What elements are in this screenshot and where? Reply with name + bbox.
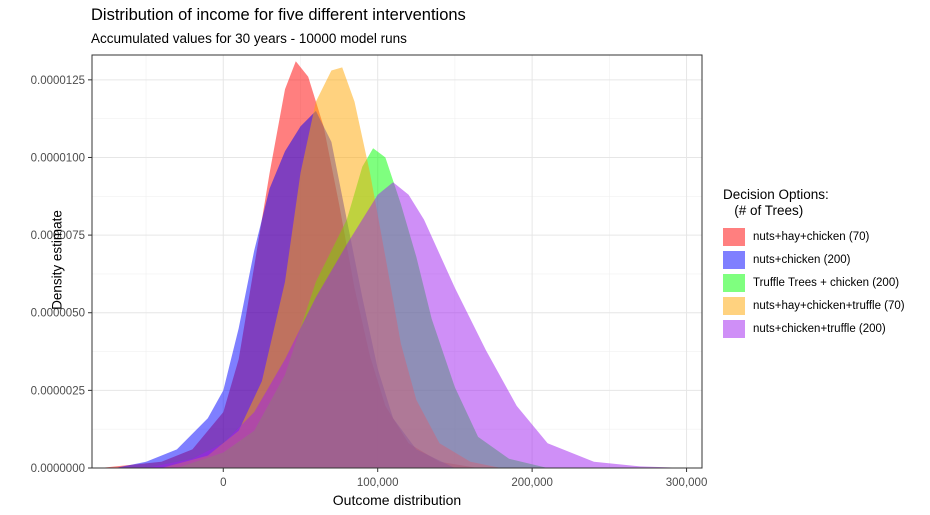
density-areas (99, 61, 687, 469)
legend-label: nuts+chicken (200) (753, 253, 851, 266)
y-axis-label: Density estimate (49, 210, 65, 310)
legend-label: nuts+chicken+truffle (200) (753, 322, 886, 335)
density-area-4 (161, 67, 502, 469)
x-tick-label: 300,000 (666, 477, 708, 489)
legend-item: nuts+chicken (200) (723, 248, 905, 271)
x-tick-label: 100,000 (357, 477, 399, 489)
legend-label: nuts+hay+chicken (70) (753, 230, 870, 243)
y-tick-label: 0.0000000 (31, 463, 85, 475)
legend-key (723, 227, 745, 246)
x-axis-ticks: 0 100,000 200,000 300,000 (220, 468, 707, 489)
legend-key (723, 319, 745, 338)
x-tick-label: 200,000 (511, 477, 553, 489)
legend-item: Truffle Trees + chicken (200) (723, 271, 905, 294)
legend-key (723, 273, 745, 292)
y-tick-label: 0.0000100 (31, 152, 85, 164)
chart-subtitle: Accumulated values for 30 years - 10000 … (91, 31, 407, 46)
legend-title: Decision Options: (# of Trees) (723, 187, 829, 218)
legend-items: nuts+hay+chicken (70) nuts+chicken (200) T… (723, 225, 905, 340)
x-tick-label: 0 (220, 477, 226, 489)
y-tick-label: 0.0000050 (31, 308, 85, 320)
legend: Decision Options: (# of Trees) nuts+hay+… (723, 187, 905, 340)
y-tick-label: 0.0000025 (31, 385, 85, 397)
legend-label: Truffle Trees + chicken (200) (753, 276, 900, 289)
legend-key (723, 250, 745, 269)
y-tick-label: 0.0000125 (31, 75, 85, 87)
legend-label: nuts+hay+chicken+truffle (70) (753, 299, 905, 312)
y-tick-label: 0.0000075 (31, 230, 85, 242)
legend-item: nuts+hay+chicken+truffle (70) (723, 294, 905, 317)
chart-title: Distribution of income for five differen… (91, 6, 466, 24)
y-axis-ticks: 0.0000000 0.0000025 0.0000050 0.0000075 0.00… (31, 75, 92, 475)
legend-item: nuts+chicken+truffle (200) (723, 317, 905, 340)
legend-key (723, 296, 745, 315)
x-axis-label: Outcome distribution (333, 492, 461, 508)
legend-item: nuts+hay+chicken (70) (723, 225, 905, 248)
plot-border (91, 54, 703, 469)
density-area-5 (146, 182, 687, 469)
